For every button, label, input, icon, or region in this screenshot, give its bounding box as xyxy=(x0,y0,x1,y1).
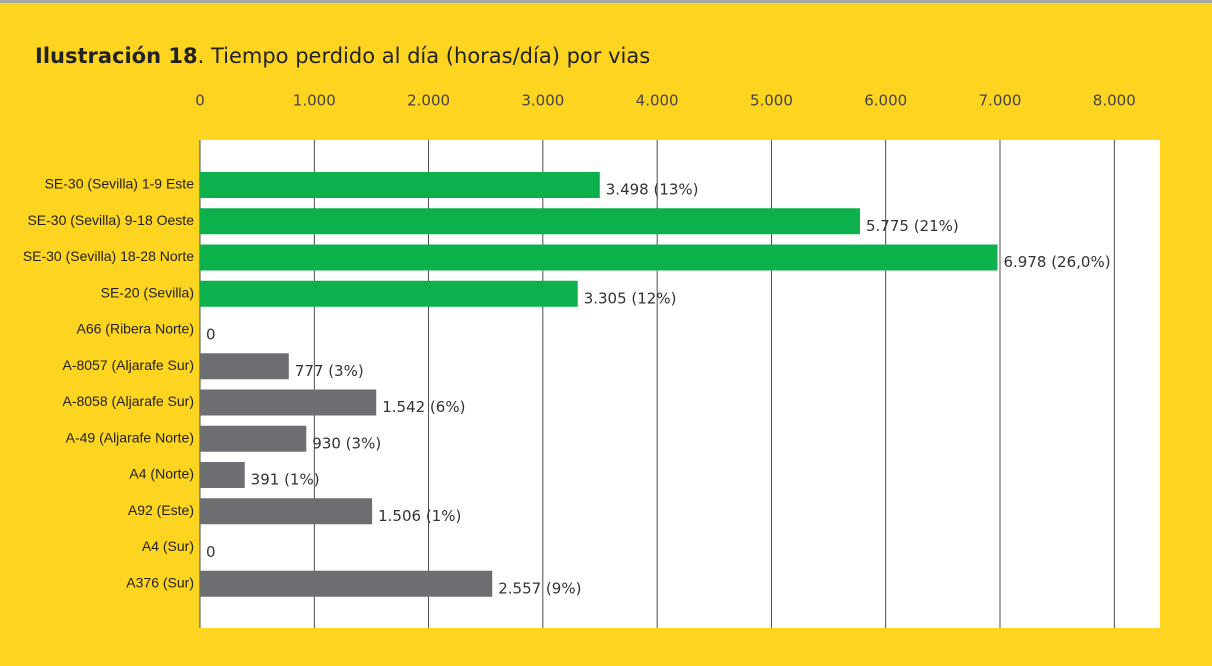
y-tick-label: A4 (Norte) xyxy=(129,466,194,482)
value-label: 1.542 (6%) xyxy=(382,398,465,416)
value-label: 1.506 (1%) xyxy=(378,507,461,525)
x-tick-label: 5.000 xyxy=(750,92,793,110)
bar xyxy=(200,389,377,416)
y-tick-label: A66 (Ribera Norte) xyxy=(77,321,195,337)
bar xyxy=(200,172,600,198)
x-tick-label: 4.000 xyxy=(636,92,679,110)
title-prefix: Ilustración 18 xyxy=(35,44,198,68)
value-label: 777 (3%) xyxy=(295,362,364,380)
x-tick-label: 1.000 xyxy=(293,92,336,110)
value-label: 2.557 (9%) xyxy=(498,579,581,597)
top-border xyxy=(0,0,1212,3)
bar xyxy=(200,425,307,452)
value-label: 0 xyxy=(206,326,216,344)
y-tick-label: SE-30 (Sevilla) 18-28 Norte xyxy=(23,248,194,264)
x-tick-label: 7.000 xyxy=(979,92,1022,110)
x-tick-label: 3.000 xyxy=(521,92,564,110)
bar xyxy=(200,462,245,488)
y-tick-label: SE-20 (Sevilla) xyxy=(101,284,194,300)
bar xyxy=(200,280,578,307)
value-label: 3.305 (12%) xyxy=(584,289,677,307)
y-tick-label: A-8057 (Aljarafe Sur) xyxy=(62,357,194,373)
x-tick-label: 2.000 xyxy=(407,92,450,110)
bar xyxy=(200,570,493,597)
bar xyxy=(200,498,373,525)
value-label: 930 (3%) xyxy=(312,434,381,452)
y-tick-label: A-8058 (Aljarafe Sur) xyxy=(62,393,194,409)
x-tick-label: 6.000 xyxy=(864,92,907,110)
x-tick-label: 0 xyxy=(195,92,205,110)
y-tick-label: A-49 (Aljarafe Norte) xyxy=(66,429,194,445)
title-text: . Tiempo perdido al día (horas/día) por … xyxy=(198,44,651,68)
bar xyxy=(200,208,860,235)
y-tick-label: SE-30 (Sevilla) 9-18 Oeste xyxy=(27,212,194,228)
value-label: 0 xyxy=(206,543,216,561)
value-label: 3.498 (13%) xyxy=(606,181,699,199)
chart-title: Ilustración 18. Tiempo perdido al día (h… xyxy=(35,44,650,68)
y-tick-label: SE-30 (Sevilla) 1-9 Este xyxy=(45,176,195,192)
bar xyxy=(200,353,289,380)
value-label: 6.978 (26,0%) xyxy=(1003,253,1110,271)
bar xyxy=(200,244,998,271)
y-tick-label: A92 (Este) xyxy=(128,502,194,518)
value-label: 5.775 (21%) xyxy=(866,217,959,235)
y-tick-label: A376 (Sur) xyxy=(126,574,194,590)
y-tick-label: A4 (Sur) xyxy=(142,538,194,554)
x-tick-label: 8.000 xyxy=(1093,92,1136,110)
value-label: 391 (1%) xyxy=(251,471,320,489)
